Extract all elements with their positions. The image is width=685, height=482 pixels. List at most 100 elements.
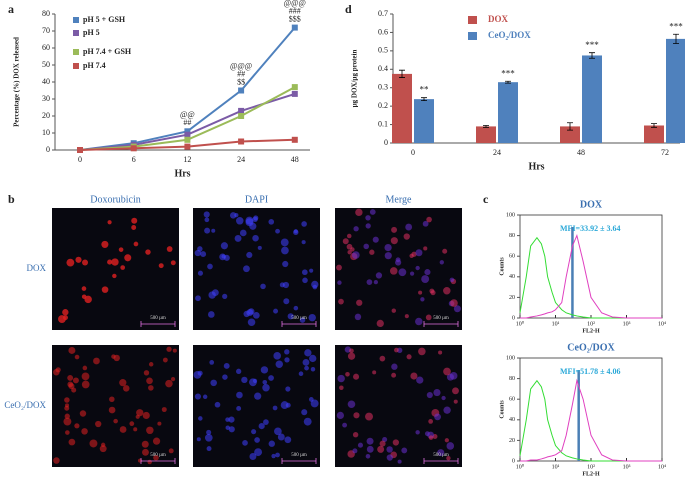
cell [147, 459, 152, 465]
cell [394, 347, 399, 353]
legend-label: CeO₂/DOX [488, 30, 531, 40]
bar [666, 38, 685, 143]
cell [280, 401, 289, 409]
cell [64, 403, 70, 408]
cell [129, 421, 135, 427]
cell [119, 379, 127, 387]
cell [275, 360, 283, 368]
x-tick-label: 10⁰ [516, 463, 525, 470]
cell [353, 412, 360, 419]
cell [284, 349, 290, 355]
cell [304, 349, 312, 357]
cell [365, 412, 374, 421]
cell [372, 236, 379, 243]
cell [287, 313, 294, 320]
series-line [520, 378, 662, 462]
error-bar [483, 125, 489, 128]
cell [236, 405, 242, 411]
y-tick-label: 0.5 [378, 46, 388, 55]
cell [146, 377, 153, 385]
point-marker [291, 84, 298, 91]
y-tick-label: 0.2 [378, 101, 388, 110]
cell [209, 360, 215, 365]
cell [428, 419, 434, 424]
error-bar [505, 80, 511, 84]
legend-label: pH 7.4 [83, 61, 106, 70]
cell [243, 265, 250, 273]
cell [438, 350, 443, 355]
y-tick-label: 100 [506, 212, 515, 218]
cell [281, 246, 289, 255]
bar [644, 125, 664, 143]
cell [258, 423, 265, 430]
cell [449, 277, 455, 283]
cell [158, 263, 164, 269]
series-line [520, 234, 662, 319]
cell [223, 363, 230, 369]
cell [391, 363, 398, 370]
point-marker [291, 90, 298, 97]
cell [351, 251, 360, 259]
cell [243, 310, 250, 318]
y-tick-label: 0 [384, 138, 388, 147]
micrograph [193, 345, 320, 467]
cell [168, 448, 174, 454]
cell [349, 348, 354, 354]
cell [148, 385, 154, 391]
y-tick-label: 60 [509, 254, 515, 260]
cell [203, 211, 210, 218]
cell [263, 419, 269, 426]
significance-mark: ** [420, 85, 430, 95]
cell [62, 315, 68, 321]
y-tick-label: 80 [509, 233, 515, 239]
cell [75, 256, 82, 263]
cell [434, 413, 441, 421]
cell [207, 263, 213, 270]
x-tick-label: 0 [78, 155, 82, 164]
point-marker [238, 113, 245, 119]
cell [446, 442, 455, 450]
cell [352, 448, 358, 454]
legend-label: pH 5 + GSH [83, 15, 126, 24]
cell [131, 217, 138, 224]
cell [386, 454, 393, 461]
cell [444, 438, 449, 443]
column-header: Doxorubicin [90, 194, 141, 205]
cell [357, 442, 364, 448]
cell [277, 433, 285, 441]
cell [251, 429, 257, 435]
x-axis-label: Hrs [528, 161, 544, 172]
cell [111, 258, 119, 266]
y-tick-label: 0 [46, 145, 50, 154]
cell [133, 427, 138, 432]
significance-mark: @@ [180, 110, 195, 119]
annotation: MFI=33.92 ± 3.64 [560, 224, 621, 233]
cell [197, 270, 204, 276]
cell [280, 238, 289, 247]
x-tick-label: 10² [587, 321, 595, 327]
y-axis-label: µg DOX/µg protein [351, 50, 359, 108]
cell [81, 372, 90, 381]
cell [416, 376, 424, 384]
cell [71, 387, 77, 393]
cell [170, 260, 176, 266]
cell [415, 430, 420, 435]
cell [68, 346, 76, 354]
point-marker [77, 147, 83, 153]
error-bar [673, 33, 679, 44]
cell [415, 265, 420, 271]
y-tick-label: 20 [509, 295, 515, 301]
cell [89, 439, 98, 448]
y-tick-label: 70 [42, 26, 50, 35]
micrograph [335, 208, 462, 330]
cell [342, 238, 349, 245]
cell [120, 265, 126, 270]
bar [560, 126, 580, 143]
x-tick-label: 0 [411, 148, 415, 157]
cell [345, 371, 350, 377]
x-tick-label: 10² [587, 464, 595, 470]
cell [308, 313, 316, 322]
panel-label: a [8, 2, 14, 16]
y-tick-label: 0 [512, 315, 515, 321]
